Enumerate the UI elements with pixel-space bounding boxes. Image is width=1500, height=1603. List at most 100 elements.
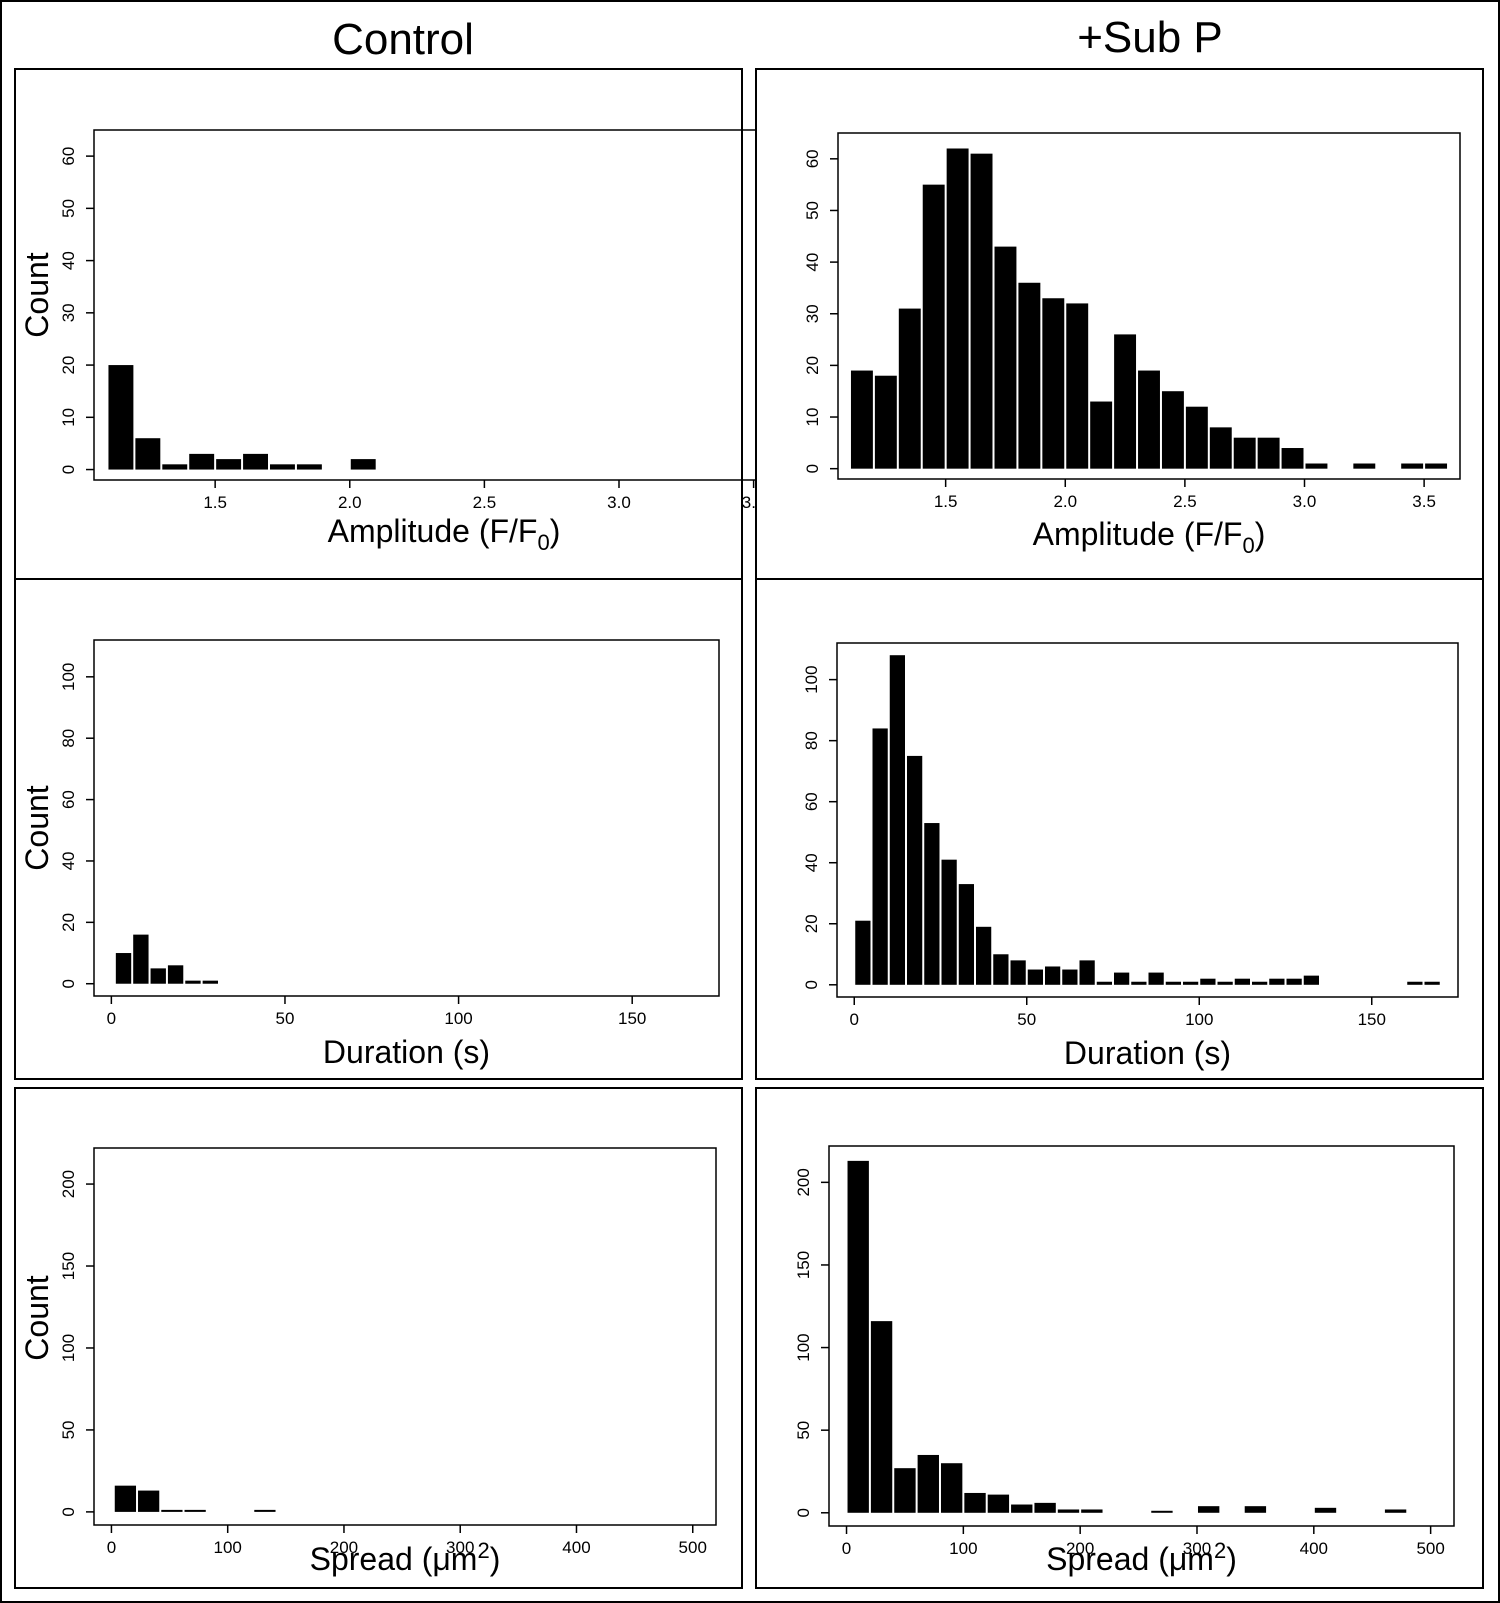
histogram-bar (162, 464, 188, 470)
histogram-bar (850, 370, 873, 469)
histogram-bar (1131, 981, 1147, 985)
y-tick-label: 80 (59, 729, 78, 748)
histogram-bar (1244, 1506, 1267, 1513)
y-tick-label: 40 (59, 251, 78, 270)
y-tick-label: 100 (59, 663, 78, 691)
histogram-bar (1114, 334, 1137, 469)
histogram-bar (270, 464, 295, 470)
histogram-bar (917, 1454, 939, 1513)
histogram-bar (964, 1492, 986, 1513)
y-tick-label: 60 (802, 792, 821, 811)
x-tick-label: 500 (1416, 1539, 1444, 1558)
y-tick-label: 40 (803, 253, 822, 272)
histogram-bar (993, 954, 1009, 985)
bars (114, 1485, 276, 1512)
histogram-bar (1424, 981, 1440, 985)
histogram-bar (874, 375, 897, 469)
x-tick-label: 100 (949, 1539, 977, 1558)
panel-subp-duration: 0 50 100 150 0 20 40 60 80 100 Duration (s) (755, 578, 1484, 1080)
y-axis-ticks: 0 20 40 60 80 100 (59, 663, 94, 988)
y-tick-label: 20 (59, 356, 78, 375)
histogram-bar (350, 459, 376, 470)
histogram-bar (1281, 448, 1304, 469)
histogram-bar (243, 453, 268, 470)
x-axis-ticks: 0 100 200 300 400 500 (107, 1525, 707, 1557)
y-tick-label: 0 (803, 464, 822, 473)
x-tick-label: 50 (276, 1009, 295, 1028)
histogram-bar (1018, 282, 1041, 469)
histogram-bar (202, 980, 218, 984)
histogram-bar (1066, 303, 1089, 469)
histogram-bar (138, 1490, 160, 1512)
x-tick-label: 2.0 (338, 493, 362, 512)
histogram-bar (976, 926, 992, 985)
histogram-bar (1034, 1502, 1056, 1513)
histogram-bar (1314, 1507, 1337, 1513)
x-tick-label: 300 (446, 1538, 474, 1557)
x-tick-label: 400 (1300, 1539, 1328, 1558)
column-title-control: Control (332, 15, 474, 64)
panel-frame (14, 578, 743, 1080)
histogram-bar (108, 365, 134, 470)
y-axis-ticks: 0 50 100 150 200 (794, 1168, 829, 1518)
histogram-bar (1081, 1509, 1103, 1513)
panel-control-duration: 0 50 100 150 0 20 40 60 80 100 Duration (s) Count (14, 578, 743, 1080)
histogram-bar (1252, 981, 1268, 985)
histogram-bar (150, 968, 166, 984)
y-tick-label: 0 (59, 465, 78, 474)
histogram-bar (855, 920, 871, 985)
y-axis-title: Count (19, 785, 55, 871)
x-tick-label: 200 (1066, 1539, 1094, 1558)
y-tick-label: 40 (59, 852, 78, 871)
histogram-bar (1079, 960, 1095, 985)
histogram-bar (254, 1509, 276, 1512)
x-axis-title: Duration (s) (1064, 1035, 1231, 1071)
y-tick-label: 50 (794, 1421, 813, 1440)
histogram-bar (1183, 981, 1199, 985)
y-tick-label: 60 (803, 149, 822, 168)
y-axis-ticks: 0 20 40 60 80 100 (802, 665, 837, 990)
bars (850, 148, 1448, 469)
histogram-bar (1027, 969, 1043, 985)
histogram-bar (1234, 978, 1250, 985)
y-tick-label: 100 (59, 1334, 78, 1362)
x-tick-label: 0 (842, 1539, 851, 1558)
panel-subp-amplitude: 1.5 2.0 2.5 3.0 3.5 0 10 20 30 40 50 60 Amplitude (F… (755, 68, 1484, 622)
y-tick-label: 10 (803, 408, 822, 427)
x-tick-label: 2.5 (473, 493, 497, 512)
x-axis-ticks: 0 100 200 300 400 500 (842, 1526, 1445, 1558)
histogram-bar (1138, 370, 1160, 469)
panel-frame (14, 1087, 743, 1589)
histogram-bar (1057, 1509, 1080, 1513)
x-axis-title: Spread (μm2) (1046, 1538, 1237, 1577)
y-tick-label: 150 (794, 1251, 813, 1279)
y-tick-label: 50 (59, 199, 78, 218)
x-tick-label: 1.5 (934, 492, 958, 511)
histogram-bar (1233, 437, 1256, 469)
histogram-bar (1090, 401, 1113, 469)
bars (855, 655, 1440, 985)
y-tick-label: 200 (59, 1170, 78, 1198)
x-tick-label: 100 (214, 1538, 242, 1557)
y-tick-label: 200 (794, 1168, 813, 1196)
y-tick-label: 0 (794, 1508, 813, 1517)
histogram-bar (184, 1509, 206, 1512)
x-tick-label: 50 (1017, 1010, 1036, 1029)
histogram-bar (135, 438, 161, 470)
histogram-bar (296, 464, 322, 470)
y-axis-ticks: 0 50 100 150 200 (59, 1170, 94, 1517)
histogram-bar (1257, 437, 1280, 469)
x-tick-label: 500 (679, 1538, 707, 1557)
y-tick-label: 40 (802, 853, 821, 872)
y-tick-label: 50 (803, 201, 822, 220)
histogram-bar (941, 859, 957, 985)
x-tick-label: 3.0 (1293, 492, 1317, 511)
histogram-bar (1353, 463, 1376, 469)
bars (847, 1160, 1407, 1513)
y-tick-label: 0 (59, 1507, 78, 1516)
histogram-bar (898, 308, 921, 469)
y-tick-label: 150 (59, 1252, 78, 1280)
y-tick-label: 20 (803, 356, 822, 375)
